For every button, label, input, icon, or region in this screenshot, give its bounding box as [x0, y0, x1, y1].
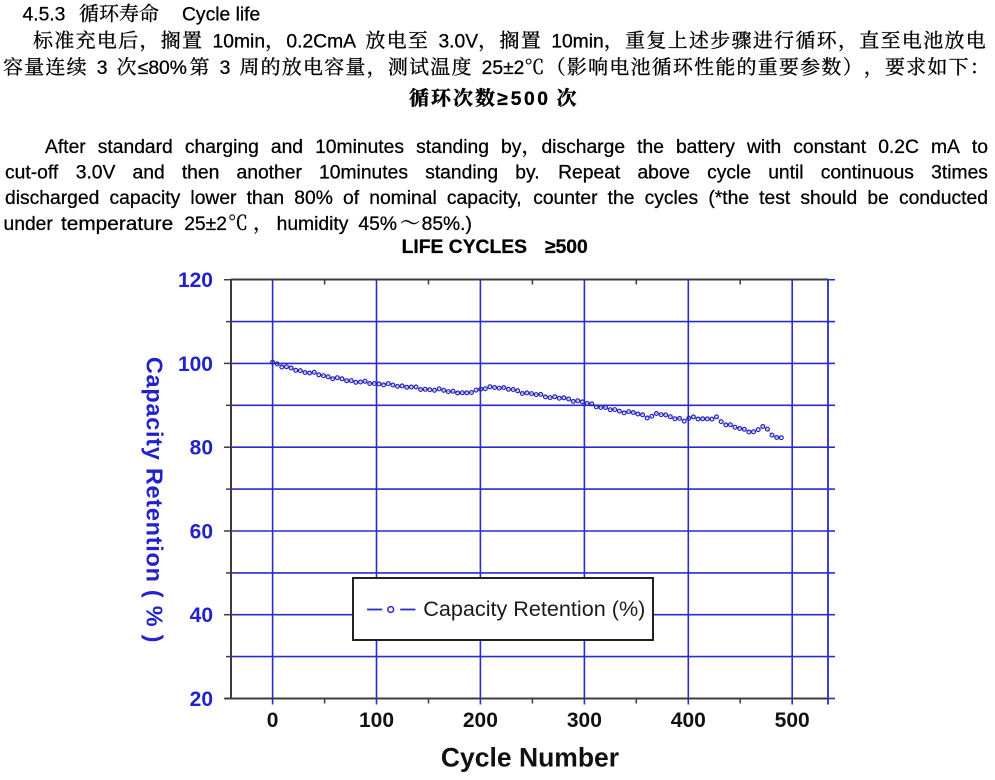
svg-text:4.5.3: 4.5.3 [23, 5, 66, 26]
svg-text:to: to [972, 137, 988, 158]
svg-text:by: by [501, 137, 522, 158]
svg-text:another: another [237, 162, 303, 183]
svg-text:CYCLES: CYCLES [449, 237, 527, 258]
svg-text:mA: mA [931, 137, 960, 158]
svg-text:above: above [637, 162, 690, 183]
svg-text:10min: 10min [213, 31, 266, 52]
svg-text:25±2: 25±2 [482, 58, 525, 79]
svg-text:0: 0 [267, 709, 279, 732]
svg-text:0.2CmA: 0.2CmA [286, 31, 356, 52]
svg-text:test: test [759, 188, 791, 209]
svg-text:After: After [45, 137, 86, 158]
svg-text:the: the [608, 188, 635, 209]
svg-text:then: then [182, 162, 220, 183]
svg-text:standard: standard [98, 137, 173, 158]
svg-text:constant: constant [793, 137, 867, 158]
svg-text:be: be [867, 188, 888, 209]
svg-text:cut-off: cut-off [5, 162, 59, 183]
svg-text:standing: standing [416, 137, 489, 158]
svg-text:battery: battery [676, 137, 735, 158]
svg-text:3: 3 [97, 58, 108, 79]
svg-text:with: with [746, 137, 781, 158]
svg-text:humidity: humidity [277, 214, 349, 235]
svg-text:≥500: ≥500 [545, 237, 588, 258]
svg-text:the: the [637, 137, 664, 158]
svg-text:capacity: capacity [110, 188, 181, 209]
svg-text:120: 120 [178, 269, 213, 292]
svg-text:45%: 45% [358, 214, 397, 235]
svg-text:40: 40 [190, 604, 213, 627]
svg-text:0: 0 [524, 89, 535, 110]
svg-text:100: 100 [359, 709, 394, 732]
svg-text:nominal: nominal [369, 188, 437, 209]
svg-text:200: 200 [463, 709, 498, 732]
svg-text:3: 3 [220, 58, 231, 79]
svg-text:80%: 80% [294, 188, 333, 209]
svg-text:300: 300 [567, 709, 602, 732]
svg-text:400: 400 [671, 709, 706, 732]
svg-text:Repeat: Repeat [558, 162, 621, 183]
svg-text:500: 500 [775, 709, 810, 732]
svg-text:20: 20 [190, 688, 213, 711]
svg-text:3.0V: 3.0V [76, 162, 116, 183]
svg-text:(*the: (*the [708, 188, 749, 209]
svg-text:LIFE: LIFE [402, 237, 444, 258]
svg-text:temperature: temperature [61, 214, 173, 235]
svg-text:Capacity Retention (%): Capacity Retention (%) [423, 596, 645, 621]
svg-text:60: 60 [190, 521, 213, 544]
svg-text:cycle: cycle [707, 162, 751, 183]
svg-text:than: than [247, 188, 285, 209]
svg-text:≤80%: ≤80% [138, 58, 187, 79]
svg-text:capacity,: capacity, [447, 188, 522, 209]
svg-text:lower: lower [190, 188, 237, 209]
svg-text:≥: ≥ [497, 89, 508, 110]
svg-text:and: and [271, 137, 303, 158]
svg-text:discharge: discharge [541, 137, 625, 158]
svg-text:80: 80 [190, 437, 213, 460]
svg-text:of: of [343, 188, 360, 209]
svg-text:3.0V: 3.0V [438, 31, 478, 52]
svg-text:discharged: discharged [5, 188, 99, 209]
svg-text:should: should [800, 188, 857, 209]
svg-text:counter: counter [533, 188, 598, 209]
svg-text:0.2C: 0.2C [878, 137, 919, 158]
svg-text:85%.): 85%.) [422, 214, 472, 235]
svg-text:life: life [236, 5, 261, 26]
svg-text:conducted: conducted [899, 188, 988, 209]
svg-text:5: 5 [511, 89, 522, 110]
svg-text:standing: standing [425, 162, 498, 183]
svg-text:continuous: continuous [821, 162, 914, 183]
svg-text:by.: by. [515, 162, 539, 183]
svg-text:0: 0 [537, 89, 548, 110]
svg-text:10minutes: 10minutes [319, 162, 408, 183]
svg-text:10minutes: 10minutes [315, 137, 404, 158]
svg-text:Cycle: Cycle [182, 5, 230, 26]
svg-text:charging: charging [185, 137, 259, 158]
svg-text:until: until [768, 162, 803, 183]
svg-text:Capacity Retention ( % ): Capacity Retention ( % ) [141, 357, 167, 643]
svg-text:and: and [133, 162, 165, 183]
svg-text:3times: 3times [931, 162, 988, 183]
svg-text:Cycle Number: Cycle Number [441, 743, 619, 773]
svg-text:100: 100 [178, 353, 213, 376]
svg-text:25±2: 25±2 [184, 214, 227, 235]
svg-text:10min: 10min [551, 31, 604, 52]
svg-text:cycles: cycles [645, 188, 699, 209]
svg-text:under: under [4, 214, 54, 235]
